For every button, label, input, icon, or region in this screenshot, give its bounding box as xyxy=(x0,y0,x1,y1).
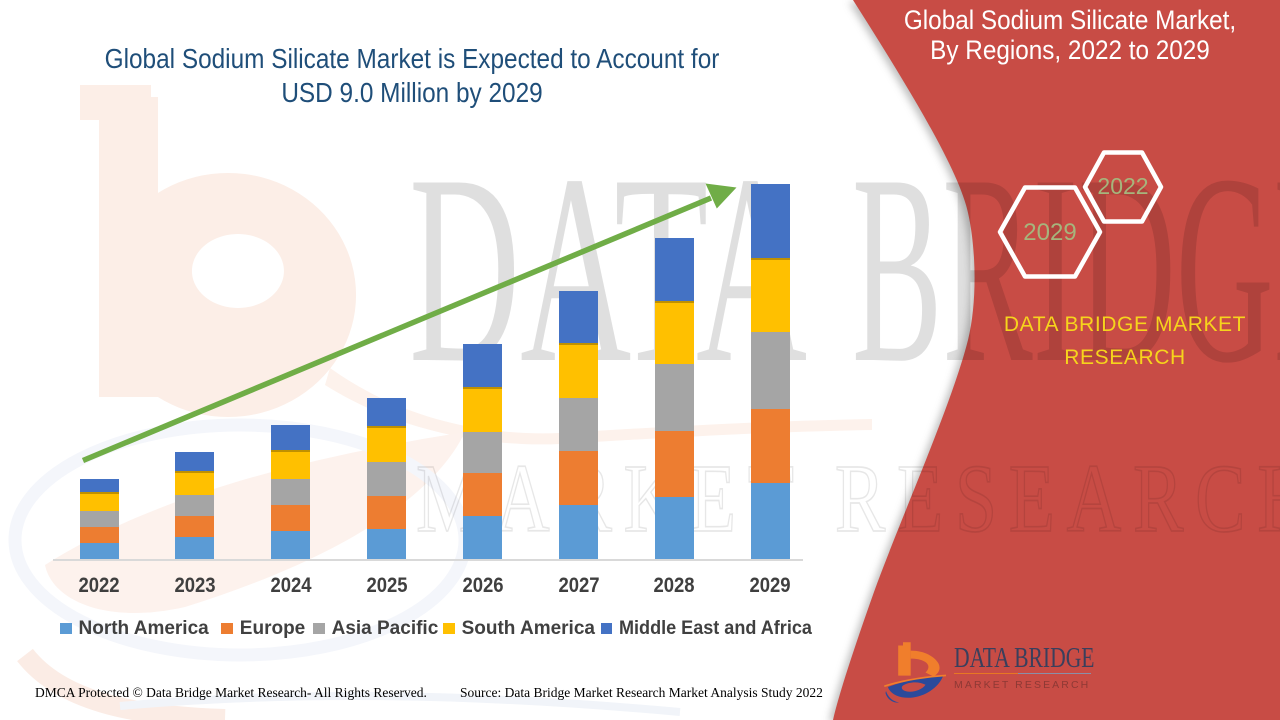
svg-text:2022: 2022 xyxy=(1097,173,1148,199)
svg-text:2029: 2029 xyxy=(1023,219,1076,246)
